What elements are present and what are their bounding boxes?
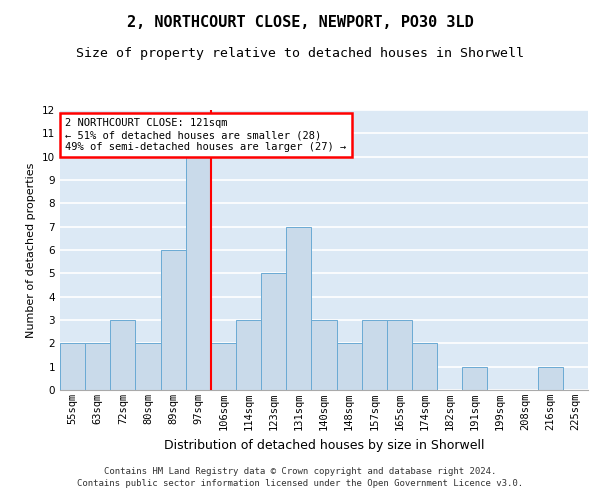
- Bar: [85, 344, 110, 390]
- Bar: [110, 320, 136, 390]
- Text: Contains HM Land Registry data © Crown copyright and database right 2024.: Contains HM Land Registry data © Crown c…: [104, 467, 496, 476]
- Bar: [412, 344, 437, 390]
- Bar: [462, 366, 487, 390]
- Text: Contains public sector information licensed under the Open Government Licence v3: Contains public sector information licen…: [77, 478, 523, 488]
- Bar: [136, 344, 161, 390]
- Bar: [362, 320, 387, 390]
- Bar: [286, 226, 311, 390]
- Bar: [60, 344, 85, 390]
- Bar: [186, 156, 211, 390]
- Text: 2 NORTHCOURT CLOSE: 121sqm
← 51% of detached houses are smaller (28)
49% of semi: 2 NORTHCOURT CLOSE: 121sqm ← 51% of deta…: [65, 118, 347, 152]
- Bar: [211, 344, 236, 390]
- Bar: [337, 344, 362, 390]
- Bar: [261, 274, 286, 390]
- Text: 2, NORTHCOURT CLOSE, NEWPORT, PO30 3LD: 2, NORTHCOURT CLOSE, NEWPORT, PO30 3LD: [127, 15, 473, 30]
- Bar: [161, 250, 186, 390]
- Bar: [387, 320, 412, 390]
- Y-axis label: Number of detached properties: Number of detached properties: [26, 162, 37, 338]
- X-axis label: Distribution of detached houses by size in Shorwell: Distribution of detached houses by size …: [164, 438, 484, 452]
- Bar: [538, 366, 563, 390]
- Bar: [311, 320, 337, 390]
- Bar: [236, 320, 261, 390]
- Text: Size of property relative to detached houses in Shorwell: Size of property relative to detached ho…: [76, 48, 524, 60]
